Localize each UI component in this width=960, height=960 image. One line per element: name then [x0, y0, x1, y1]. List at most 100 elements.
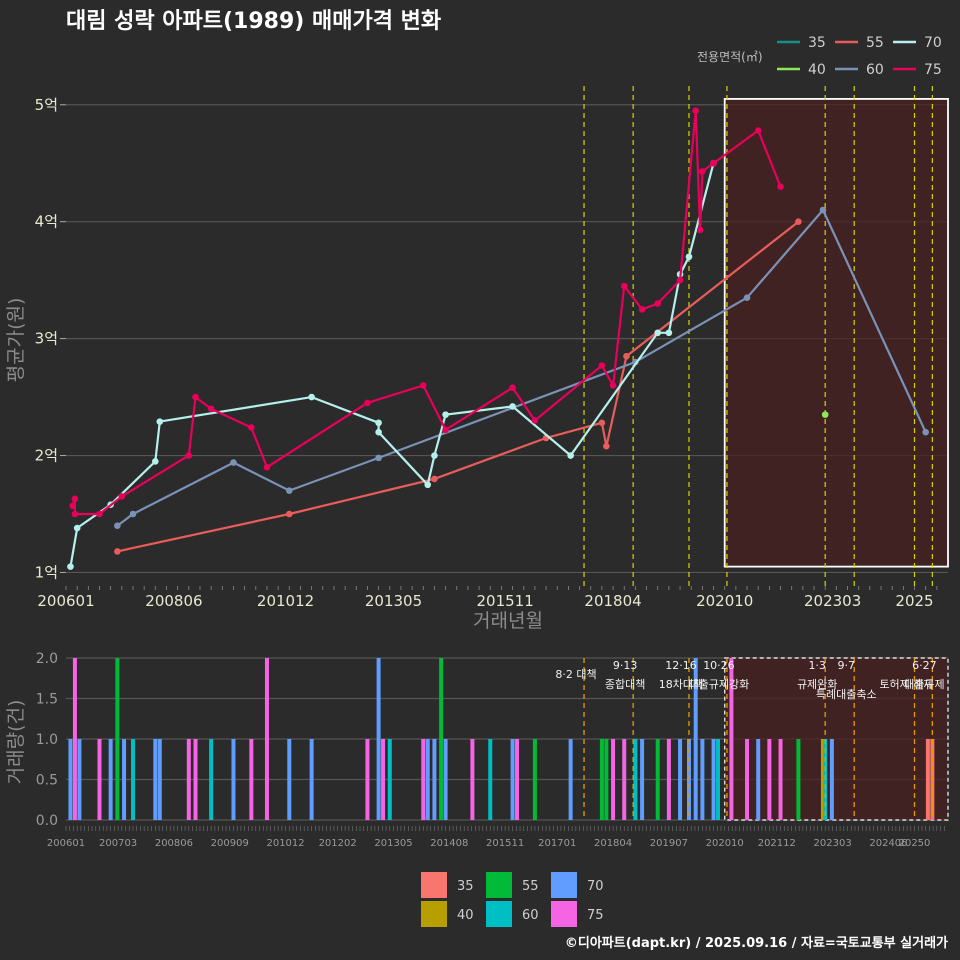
volume-bar-0	[68, 739, 73, 820]
bottom-legend-key-40	[421, 901, 447, 927]
volume-bar-56	[925, 739, 930, 820]
point-75-2	[69, 502, 76, 510]
volume-bar-19	[376, 658, 381, 820]
volume-bar-23	[425, 739, 430, 820]
point-60-2	[230, 459, 237, 466]
policy-sublabel-7: 대출규제	[904, 678, 944, 691]
point-60-7	[819, 206, 827, 214]
volume-bar-1	[72, 658, 77, 820]
volume-bar-7	[130, 739, 135, 820]
volume-bar-11	[193, 739, 198, 820]
volume-bar-15	[264, 658, 269, 820]
point-70-7	[375, 428, 382, 436]
volume-bar-28	[488, 739, 493, 820]
point-70-16	[685, 253, 693, 261]
bottom-x-tick-label-2: 200806	[155, 838, 193, 849]
point-70-9	[431, 452, 438, 459]
volume-bar-2	[77, 739, 82, 820]
bottom-legend-key-75	[551, 901, 577, 927]
bottom-x-tick-label-14: 202303	[814, 838, 852, 849]
point-60-1	[129, 510, 137, 518]
point-75-11	[419, 382, 427, 389]
point-75-21	[699, 168, 706, 175]
point-55-7	[795, 218, 802, 225]
legend-top: 전용면적(㎡) 35 55 70 40 60 75	[697, 35, 942, 78]
bottom-x-tick-label-9: 201701	[538, 838, 576, 849]
volume-bar-49	[756, 739, 761, 820]
bottom-x-tick-label-11: 201907	[650, 838, 688, 849]
volume-bar-17	[309, 739, 314, 820]
volume-bar-34	[604, 739, 609, 820]
point-75-23	[754, 127, 762, 134]
volume-bar-8	[153, 739, 158, 820]
policy-sublabel-5: 특례대출축소	[816, 688, 877, 701]
bottom-x-tick-label-10: 201804	[594, 838, 632, 849]
point-75-25	[692, 107, 699, 114]
bottom-x-tick-label-7: 201408	[430, 838, 468, 849]
point-70-11	[509, 403, 516, 410]
point-75-20	[676, 276, 684, 284]
volume-bar-43	[693, 658, 698, 820]
x-tick-label-3: 201305	[365, 592, 422, 610]
bottom-legend-label-70: 70	[587, 879, 604, 894]
bottom-y-axis-title: 거래량(건)	[5, 700, 27, 785]
volume-bar-40	[666, 739, 671, 820]
y-axis-ticks: 1억 2억 3억 4억 5억	[35, 96, 66, 581]
point-75-26	[696, 226, 704, 234]
policy-sublabel-1: 종합대책	[605, 678, 645, 691]
x-tick-label-4: 201511	[477, 592, 534, 610]
volume-bar-21	[387, 739, 392, 820]
volume-bar-39	[655, 739, 660, 820]
bottom-legend-key-55	[486, 872, 512, 898]
point-75-0	[71, 495, 79, 503]
y-tick-label-3: 4억	[35, 213, 58, 231]
x-axis-title: 거래년월	[473, 610, 543, 632]
point-70-0	[67, 563, 74, 570]
point-75-4	[118, 493, 126, 500]
point-75-5	[185, 452, 193, 459]
volume-bar-53	[820, 739, 825, 820]
y-tick-label-1: 2억	[35, 447, 58, 465]
point-70-14	[665, 329, 673, 337]
bottom-legend-label-35: 35	[457, 879, 474, 894]
point-70-3	[152, 458, 159, 465]
volume-bar-22	[421, 739, 426, 820]
policy-sublabel-6: 토허제 해제	[879, 677, 933, 691]
point-55-4	[598, 419, 606, 427]
volume-bar-38	[640, 739, 645, 820]
volume-bar-32	[568, 739, 573, 820]
point-55-5	[603, 442, 610, 450]
legend-label-75: 75	[924, 62, 942, 78]
x-tick-label-2: 201012	[257, 592, 314, 610]
volume-bar-18	[365, 739, 370, 820]
point-75-15	[598, 362, 606, 369]
volume-bar-10	[186, 739, 191, 820]
point-75-13	[509, 384, 516, 392]
volume-bar-52	[796, 739, 801, 820]
point-60-4	[375, 454, 382, 462]
chart-title: 대림 성락 아파트(1989) 매매가격 변화	[66, 9, 441, 34]
x-tick-label-6: 202010	[696, 592, 753, 610]
point-75-14	[531, 417, 539, 424]
volume-bar-48	[745, 739, 750, 820]
volume-bar-44	[700, 739, 705, 820]
policy-sublabel-3: 대출규제강화	[689, 678, 750, 691]
point-40-0	[821, 411, 829, 418]
volume-bar-30	[515, 739, 520, 820]
x-tick-label-8: 2025	[895, 592, 933, 610]
point-70-6	[375, 419, 382, 427]
legend-label-55: 55	[866, 35, 884, 51]
point-55-6	[623, 352, 630, 360]
point-75-10	[364, 399, 371, 407]
point-75-6	[192, 393, 199, 401]
volume-bar-6	[122, 739, 127, 820]
bottom-highlight-rect	[724, 657, 949, 821]
point-75-12	[442, 426, 449, 434]
point-55-2	[431, 475, 438, 483]
volume-bar-35	[611, 739, 616, 820]
y-axis-title: 평균가(원)	[5, 298, 27, 383]
point-70-10	[442, 411, 449, 418]
point-70-8	[424, 481, 432, 489]
policy-label-4: 1·3	[808, 659, 826, 672]
